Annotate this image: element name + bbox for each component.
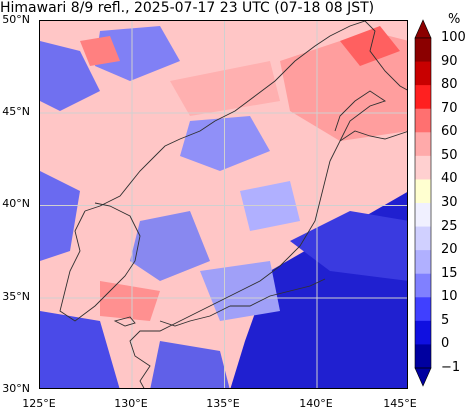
colorbar-segment <box>415 203 431 228</box>
coastlines <box>59 21 407 388</box>
colorbar-tick-label: 15 <box>441 265 458 281</box>
colorbar-unit-label: % <box>448 12 461 27</box>
colorbar-tick-label: 30 <box>441 195 458 210</box>
colorbar-extend-top <box>414 19 432 39</box>
lon-label-140e: 140°E <box>299 397 333 410</box>
colorbar-segment <box>415 61 431 86</box>
colorbar-segment <box>415 250 431 275</box>
colorbar-tick-label: 0 <box>441 336 450 352</box>
colorbar-tick-label: 50 <box>441 147 458 163</box>
colorbar-tick-label: −1 <box>441 360 461 375</box>
reflectance-map <box>39 20 408 389</box>
lat-label-45n: 45°N <box>2 105 30 118</box>
colorbar-tick-label: 10 <box>441 289 458 305</box>
lat-label-40n: 40°N <box>2 197 30 210</box>
colorbar-tick-label: 40 <box>441 171 458 187</box>
colorbar-tick-label: 5 <box>441 312 450 328</box>
colorbar-segment <box>415 297 431 322</box>
lon-label-145e: 145°E <box>383 397 417 410</box>
lat-label-50n: 50°N <box>2 13 30 26</box>
colorbar-segment <box>415 344 431 369</box>
colorbar-tick-label: 60 <box>441 124 458 140</box>
colorbar-tick-label: 25 <box>441 218 458 234</box>
lat-label-30n: 30°N <box>2 382 30 395</box>
colorbar <box>414 19 432 387</box>
map-title: Himawari 8/9 refl., 2025-07-17 23 UTC (0… <box>0 0 375 16</box>
colorbar-tick-label: 90 <box>441 53 458 69</box>
colorbar-segment <box>415 85 431 110</box>
colorbar-segment <box>415 108 431 133</box>
colorbar-segment <box>415 179 431 204</box>
colorbar-segment <box>415 132 431 157</box>
lon-label-125e: 125°E <box>22 397 56 410</box>
colorbar-segment <box>415 38 431 63</box>
colorbar-tick-label: 80 <box>441 77 458 93</box>
colorbar-frame <box>414 37 432 369</box>
lat-label-35n: 35°N <box>2 290 30 303</box>
colorbar-segment <box>415 155 431 180</box>
colorbar-segment <box>415 226 431 251</box>
map-canvas <box>40 21 407 388</box>
colorbar-tick-label: 20 <box>441 242 458 258</box>
lon-label-135e: 135°E <box>206 397 240 410</box>
colorbar-tick-label: 100 <box>441 30 466 45</box>
lon-label-130e: 130°E <box>114 397 148 410</box>
colorbar-extend-bottom <box>414 367 432 387</box>
colorbar-segment <box>415 320 431 345</box>
colorbar-segment <box>415 273 431 298</box>
colorbar-tick-label: 70 <box>441 100 458 116</box>
